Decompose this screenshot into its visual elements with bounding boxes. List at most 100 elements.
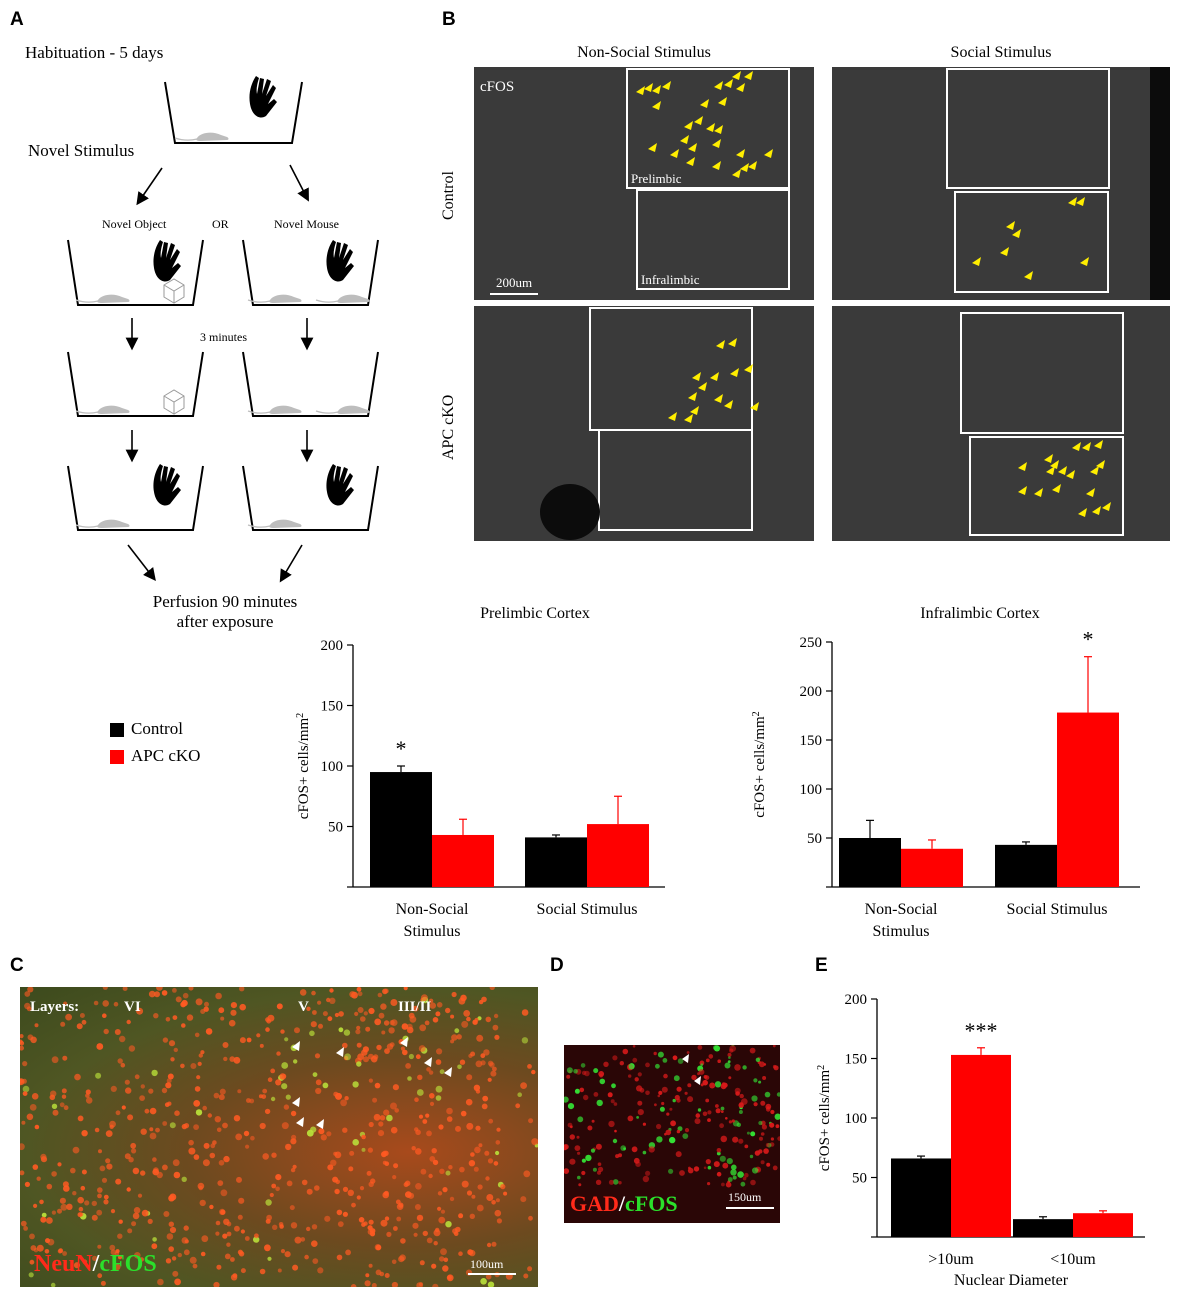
arrowhead-marker: [1012, 229, 1021, 238]
arrowhead-marker: [744, 364, 753, 373]
object-cube-icon: [163, 389, 185, 415]
y-axis-label: cFOS+ cells/mm2: [816, 1065, 834, 1171]
panel-c-micrograph: Layers: VI V III/II NeuN/cFOS 100um: [20, 987, 538, 1287]
significance-marker: ***: [965, 1018, 998, 1043]
arrowhead-marker: [652, 101, 661, 110]
infralimbic-box: [954, 191, 1109, 293]
arrowhead-marker: [706, 123, 715, 132]
arrowhead-marker: [736, 149, 745, 158]
stain-legend-c: NeuN/cFOS: [34, 1251, 157, 1277]
cage-outline: [67, 351, 204, 417]
micrograph-apc-social: [832, 306, 1170, 541]
three-minutes-label: 3 minutes: [200, 330, 247, 344]
arrowhead-marker: [694, 116, 703, 125]
mouse-icon: [174, 131, 230, 142]
arrowhead-marker: [1052, 484, 1061, 493]
category-label: Stimulus: [873, 923, 930, 940]
category-label: Social Stimulus: [1007, 901, 1108, 918]
bar-control-0: [891, 1158, 951, 1237]
arrowhead-marker: [686, 157, 695, 166]
bar-apc-cko-0: [432, 834, 494, 887]
arrowhead-marker: [668, 412, 677, 421]
arrowheads-an: [668, 338, 759, 423]
bar-apc-cko-0: [901, 848, 963, 887]
arrowhead-marker: [714, 125, 723, 134]
cage-outline: [67, 239, 204, 306]
arrowhead-marker: [400, 1037, 408, 1047]
arrowhead-marker: [444, 1067, 452, 1077]
arrowhead-marker: [732, 71, 741, 80]
panel-label-a: A: [10, 9, 24, 30]
bar-control-1: [525, 837, 587, 887]
chart-prelimbic: 50 100 150 200 cFOS+ cells/mm2 Non-Social Stim…: [295, 638, 665, 940]
arrowhead-marker: [724, 79, 733, 88]
scale-bar-label: 200um: [496, 275, 533, 290]
layer-vi-label: VI: [124, 999, 141, 1015]
category-label: Non-Social: [396, 901, 469, 918]
prelimbic-box: [946, 68, 1110, 189]
arrowhead-marker: [644, 83, 653, 92]
panel-label-c: C: [10, 955, 24, 976]
x-axis-label: Nuclear Diameter: [954, 1272, 1069, 1287]
arrowhead-marker: [714, 81, 723, 90]
arrowhead-marker: [694, 1076, 701, 1085]
schematic-drawing: [67, 76, 379, 583]
arrowhead-marker: [698, 382, 707, 391]
y-tick-label: 50: [328, 820, 343, 836]
arrowhead-marker: [682, 1054, 689, 1063]
arrowhead-marker: [1046, 466, 1055, 475]
hand-icon: [153, 240, 181, 282]
arrowhead-marker: [1080, 257, 1089, 266]
arrowhead-marker: [730, 368, 739, 377]
layer-v-label: V: [298, 999, 309, 1015]
arrowhead-marker: [292, 1097, 300, 1107]
mouse-icon: [247, 518, 303, 529]
legend-swatch-apc: [110, 750, 124, 764]
y-tick-label: 150: [845, 1052, 868, 1068]
arrowhead-marker: [1044, 454, 1053, 463]
infralimbic-box: Infralimbic: [636, 189, 790, 290]
arrowhead-marker: [700, 99, 709, 108]
bar-control-1: [995, 844, 1057, 887]
scale-bar-label: 150um: [728, 1190, 762, 1204]
bar-apc-cko-1: [587, 824, 649, 887]
arrowhead-marker: [662, 81, 671, 90]
category-label: Social Stimulus: [537, 901, 638, 918]
column-title-social: Social Stimulus: [950, 44, 1052, 61]
y-tick-label: 200: [800, 684, 823, 700]
arrowhead-marker: [1006, 221, 1015, 230]
arrowhead-marker: [688, 143, 697, 152]
hand-icon: [153, 464, 181, 506]
stain-gad: GAD: [570, 1191, 619, 1216]
row-label-control: Control: [440, 171, 457, 220]
category-label: <10um: [1050, 1251, 1096, 1268]
mouse-icon: [75, 293, 131, 304]
chart-title-infralimbic: Infralimbic Cortex: [920, 605, 1040, 622]
arrowhead-marker: [972, 257, 981, 266]
arrowhead-marker: [732, 169, 741, 178]
cage-outline: [242, 351, 379, 417]
layers-label: Layers:: [30, 999, 80, 1015]
arrowhead-marker: [1024, 271, 1033, 280]
arrowhead-marker: [1076, 197, 1085, 206]
arrowhead-marker: [712, 139, 721, 148]
arrowhead-marker: [1092, 506, 1101, 515]
novel-stimulus-label: Novel Stimulus: [28, 141, 135, 160]
cell-dots: [564, 1045, 780, 1188]
arrowhead-marker: [764, 149, 773, 158]
arrowheads-cs: [972, 197, 1089, 280]
arrowhead-marker: [1034, 488, 1043, 497]
arrowhead-marker: [1090, 466, 1099, 475]
arrowhead-marker: [724, 400, 733, 409]
arrowhead-marker: [1102, 502, 1111, 511]
legend-swatch-control: [110, 723, 124, 737]
stain-neun: NeuN: [34, 1251, 93, 1277]
arrowhead-marker: [740, 163, 749, 172]
infralimbic-box: [598, 429, 753, 531]
hand-icon: [326, 240, 354, 282]
arrowhead-marker: [1050, 460, 1059, 469]
cage-outline: [67, 465, 204, 531]
arrowhead-marker: [1018, 486, 1027, 495]
habituation-label: Habituation - 5 days: [25, 43, 164, 62]
arrowhead-marker: [748, 161, 757, 170]
